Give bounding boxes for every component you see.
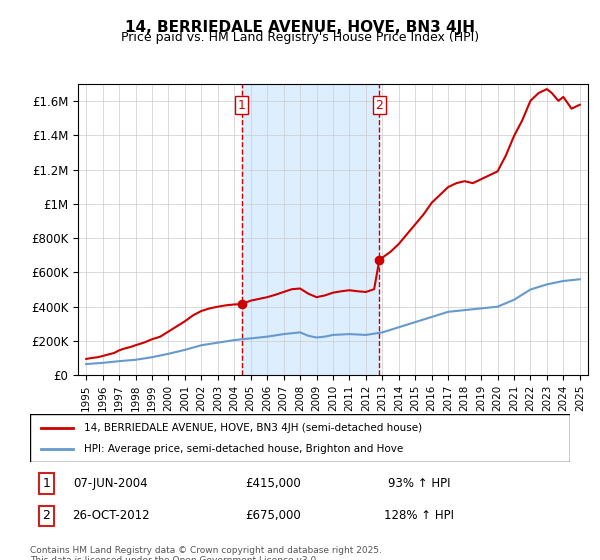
Text: 1: 1 bbox=[238, 99, 245, 111]
Text: 07-JUN-2004: 07-JUN-2004 bbox=[74, 477, 148, 490]
Text: 93% ↑ HPI: 93% ↑ HPI bbox=[388, 477, 450, 490]
Text: £675,000: £675,000 bbox=[245, 510, 301, 522]
Text: 2: 2 bbox=[42, 510, 50, 522]
Text: 1: 1 bbox=[42, 477, 50, 490]
Text: 14, BERRIEDALE AVENUE, HOVE, BN3 4JH (semi-detached house): 14, BERRIEDALE AVENUE, HOVE, BN3 4JH (se… bbox=[84, 423, 422, 433]
Text: Contains HM Land Registry data © Crown copyright and database right 2025.
This d: Contains HM Land Registry data © Crown c… bbox=[30, 546, 382, 560]
Text: 14, BERRIEDALE AVENUE, HOVE, BN3 4JH: 14, BERRIEDALE AVENUE, HOVE, BN3 4JH bbox=[125, 20, 475, 35]
Text: 26-OCT-2012: 26-OCT-2012 bbox=[72, 510, 150, 522]
Text: Price paid vs. HM Land Registry's House Price Index (HPI): Price paid vs. HM Land Registry's House … bbox=[121, 31, 479, 44]
FancyBboxPatch shape bbox=[30, 414, 570, 462]
Bar bbox=[242, 84, 379, 375]
Text: 128% ↑ HPI: 128% ↑ HPI bbox=[384, 510, 454, 522]
Text: HPI: Average price, semi-detached house, Brighton and Hove: HPI: Average price, semi-detached house,… bbox=[84, 444, 403, 454]
Text: 2: 2 bbox=[376, 99, 383, 111]
Text: £415,000: £415,000 bbox=[245, 477, 301, 490]
